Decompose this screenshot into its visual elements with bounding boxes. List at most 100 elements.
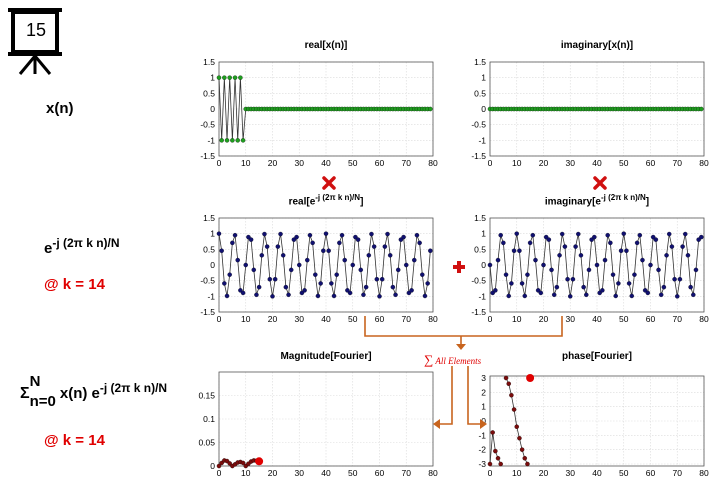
data-point [422,293,428,299]
x-tick-label: 0 [217,468,222,478]
data-point [387,253,393,258]
x-tick-label: 70 [402,468,412,478]
x-tick-label: 10 [241,158,251,168]
data-point [672,276,677,282]
y-tick-label: 1.5 [203,57,215,67]
data-point [653,237,659,242]
data-point [562,244,568,249]
sigma-bottom: n=0 [29,393,56,410]
y-tick-label: 0.5 [203,88,215,98]
plot-area [219,372,433,466]
y-tick-label: -1.5 [200,151,215,161]
x-tick-label: 80 [699,314,709,324]
data-point [313,272,318,277]
data-point [600,288,605,293]
y-tick-label: 1.5 [474,213,486,223]
y-tick-label: -1 [207,135,215,145]
data-point [355,237,361,242]
data-point [557,253,562,258]
data-point [551,292,557,298]
x-tick-label: 40 [321,314,331,324]
sigma-symbol: Σ [20,385,30,402]
data-point [358,267,364,273]
data-point [658,292,664,298]
slide-number: 15 [25,20,47,40]
fourier-k-label: @ k = 14 [44,432,105,449]
x-tick-label: 10 [241,468,251,478]
data-point [323,231,329,236]
chart-title-real-kernel: real[e-j (2π k n)/N] [219,193,433,207]
sum-text: All Elements [435,356,482,366]
series-line [489,233,702,297]
data-point [514,231,520,236]
arrowhead-magnitude [433,419,440,429]
data-point [675,294,680,299]
multiply-icon [593,176,607,190]
x-tick-label: 10 [512,468,522,478]
data-point [318,281,323,286]
data-point [503,272,509,277]
data-point [219,248,224,254]
data-point [329,281,334,286]
data-point [594,262,600,268]
data-point [645,290,651,296]
plot-frame [218,371,434,467]
data-point [530,232,536,238]
data-point [224,293,230,299]
data-point [288,267,294,273]
x-tick-label: 30 [566,314,576,324]
data-point [232,75,238,80]
data-point [259,253,265,258]
data-point [629,293,635,299]
data-point [624,248,629,254]
data-point [361,292,366,298]
data-point [559,231,565,237]
x-tick-label: 30 [295,158,305,168]
data-point [428,106,433,112]
x-tick-label: 20 [539,468,549,478]
data-point [522,293,528,299]
data-point [691,292,696,298]
x-tick-label: 0 [488,468,493,478]
data-point [683,231,688,237]
x-tick-label: 40 [321,158,331,168]
sum-bracket [364,316,563,337]
highlight-point [255,457,264,466]
x-tick-label: 60 [375,314,385,324]
data-point [549,267,554,273]
title-base: imaginary[e [544,196,601,208]
x-tick-label: 60 [646,468,656,478]
y-tick-label: 0 [210,260,215,270]
x-tick-label: 50 [619,158,629,168]
x-tick-label: 70 [673,468,683,478]
x-tick-label: 50 [619,468,629,478]
x-tick-label: 70 [673,314,683,324]
y-tick-label: 1 [481,229,486,239]
data-point [648,262,653,268]
data-point [272,276,278,282]
x-tick-label: 50 [619,314,629,324]
fourier-body: x(n) e [59,385,100,402]
data-point [509,281,514,286]
x-tick-label: 80 [428,468,438,478]
x-tick-label: 0 [488,314,493,324]
data-point [305,257,310,263]
title-end: ] [645,196,650,208]
data-point [283,284,289,290]
x-tick-label: 80 [699,468,709,478]
x-tick-label: 50 [348,314,358,324]
data-point [637,232,643,238]
data-point [699,234,704,240]
x-tick-label: 40 [321,468,331,478]
data-point [677,276,683,282]
data-point [294,234,299,240]
data-point [605,232,610,238]
data-point [618,248,624,254]
x-tick-label: 60 [646,158,656,168]
chart-title-imag-x: imaginary[x(n)] [560,40,634,51]
y-tick-label: 0.15 [198,391,215,401]
data-point [685,253,691,258]
data-point [310,240,315,246]
data-point [608,240,613,246]
data-point [546,237,552,242]
